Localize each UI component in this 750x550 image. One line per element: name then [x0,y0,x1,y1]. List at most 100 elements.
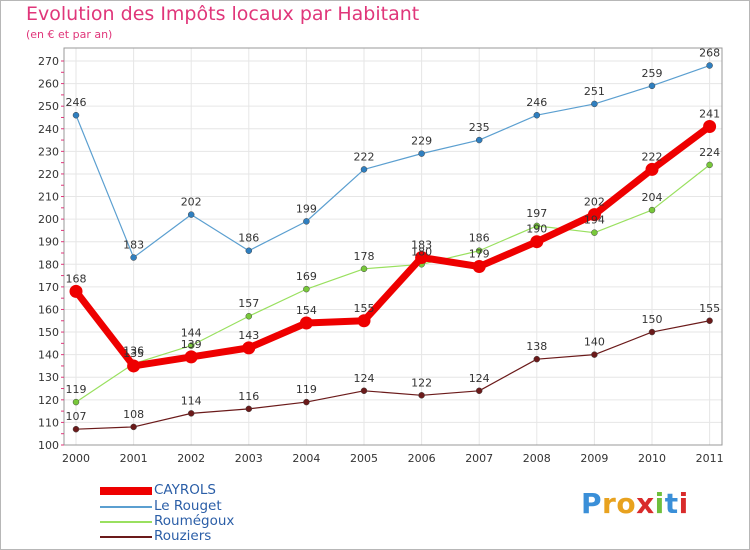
y-tick-label: 170 [38,281,59,294]
logo-letter: x [636,487,655,520]
data-label: 186 [238,232,259,245]
data-label: 155 [699,302,720,315]
data-label: 135 [123,347,144,360]
y-tick-label: 270 [38,55,59,68]
series-point [645,162,659,176]
series-line [75,320,711,430]
data-label: 140 [584,336,605,349]
series-point [72,425,80,433]
legend-swatch [100,521,152,523]
data-label: 194 [584,214,605,227]
data-label: 241 [699,108,720,121]
series-point [245,312,253,320]
series-point [706,161,713,169]
y-tick-label: 120 [38,394,59,407]
x-tick-label: 2004 [292,452,320,465]
logo-letter: i [678,487,689,520]
legend-label: Le Rouget [154,498,222,514]
data-label: 180 [411,245,432,258]
chart-subtitle: (en € et par an) [26,28,113,41]
series-point [418,150,425,157]
data-label: 268 [699,47,720,60]
logo-letter: P [581,487,603,520]
legend-label: Roumégoux [154,513,235,529]
series-point [187,410,195,417]
series-point [587,208,601,222]
series-point [72,111,80,119]
series-point [591,229,598,236]
data-label: 144 [181,327,202,340]
data-label: 204 [642,191,663,204]
series-point [533,355,541,363]
y-tick-label: 260 [38,78,59,91]
y-tick-label: 100 [38,439,59,452]
data-label: 183 [123,239,144,252]
y-tick-label: 190 [38,236,59,249]
y-tick-label: 250 [38,100,59,113]
series-point [130,254,137,261]
series-point [69,284,83,298]
series-point [299,316,313,330]
series-point [591,100,598,108]
series-point [187,211,195,218]
series-point [703,120,717,134]
series-line [72,123,714,370]
x-tick-label: 2009 [580,452,608,465]
data-label: 183 [411,239,432,252]
data-label: 169 [296,270,317,283]
data-label: 138 [526,340,547,353]
series-point [360,166,368,173]
proxiti-logo: Proxiti [581,487,689,520]
series-point [187,342,195,349]
series-point [475,247,483,254]
series-point [533,222,541,230]
series-point [418,392,425,399]
x-tick-label: 2006 [408,452,436,465]
y-tick-label: 140 [38,349,59,362]
data-label: 199 [296,202,317,215]
series-point [357,314,371,328]
logo-letter: t [664,487,679,520]
data-label: 107 [66,410,87,423]
x-tick-label: 2001 [120,452,148,465]
logo-letter: i [654,487,665,520]
data-label: 168 [66,272,87,285]
series-point [472,260,486,274]
data-label: 190 [526,223,547,236]
y-tick-label: 130 [38,371,59,384]
y-tick-label: 180 [38,258,59,271]
plot-border [63,47,723,446]
data-label: 224 [699,146,720,159]
y-tick-label: 150 [38,326,59,339]
series-point [303,285,310,293]
y-tick-label: 160 [38,303,59,316]
series-point [127,359,141,373]
data-label: 116 [238,390,259,403]
data-label: 222 [642,150,663,163]
series-point [706,62,713,69]
series-point [245,247,253,254]
x-tick-label: 2005 [350,452,378,465]
x-tick-label: 2003 [235,452,263,465]
data-label: 202 [181,196,202,209]
data-label: 124 [354,372,375,385]
series-point [303,398,310,406]
x-tick-label: 2000 [62,452,90,465]
series-point [130,423,137,431]
series-line [75,164,711,403]
legend-label: Rouziers [154,528,212,544]
data-label: 122 [411,376,432,389]
series-point [242,341,256,355]
x-tick-label: 2011 [696,452,724,465]
series-point [72,398,80,406]
series-point [245,405,253,413]
legend-swatch [100,487,152,495]
data-label: 246 [66,96,87,109]
x-tick-label: 2002 [177,452,205,465]
logo-letter: r [602,487,617,520]
series-point [706,317,713,325]
series-point [360,265,368,273]
series-point [648,206,656,214]
series-point [530,235,544,249]
